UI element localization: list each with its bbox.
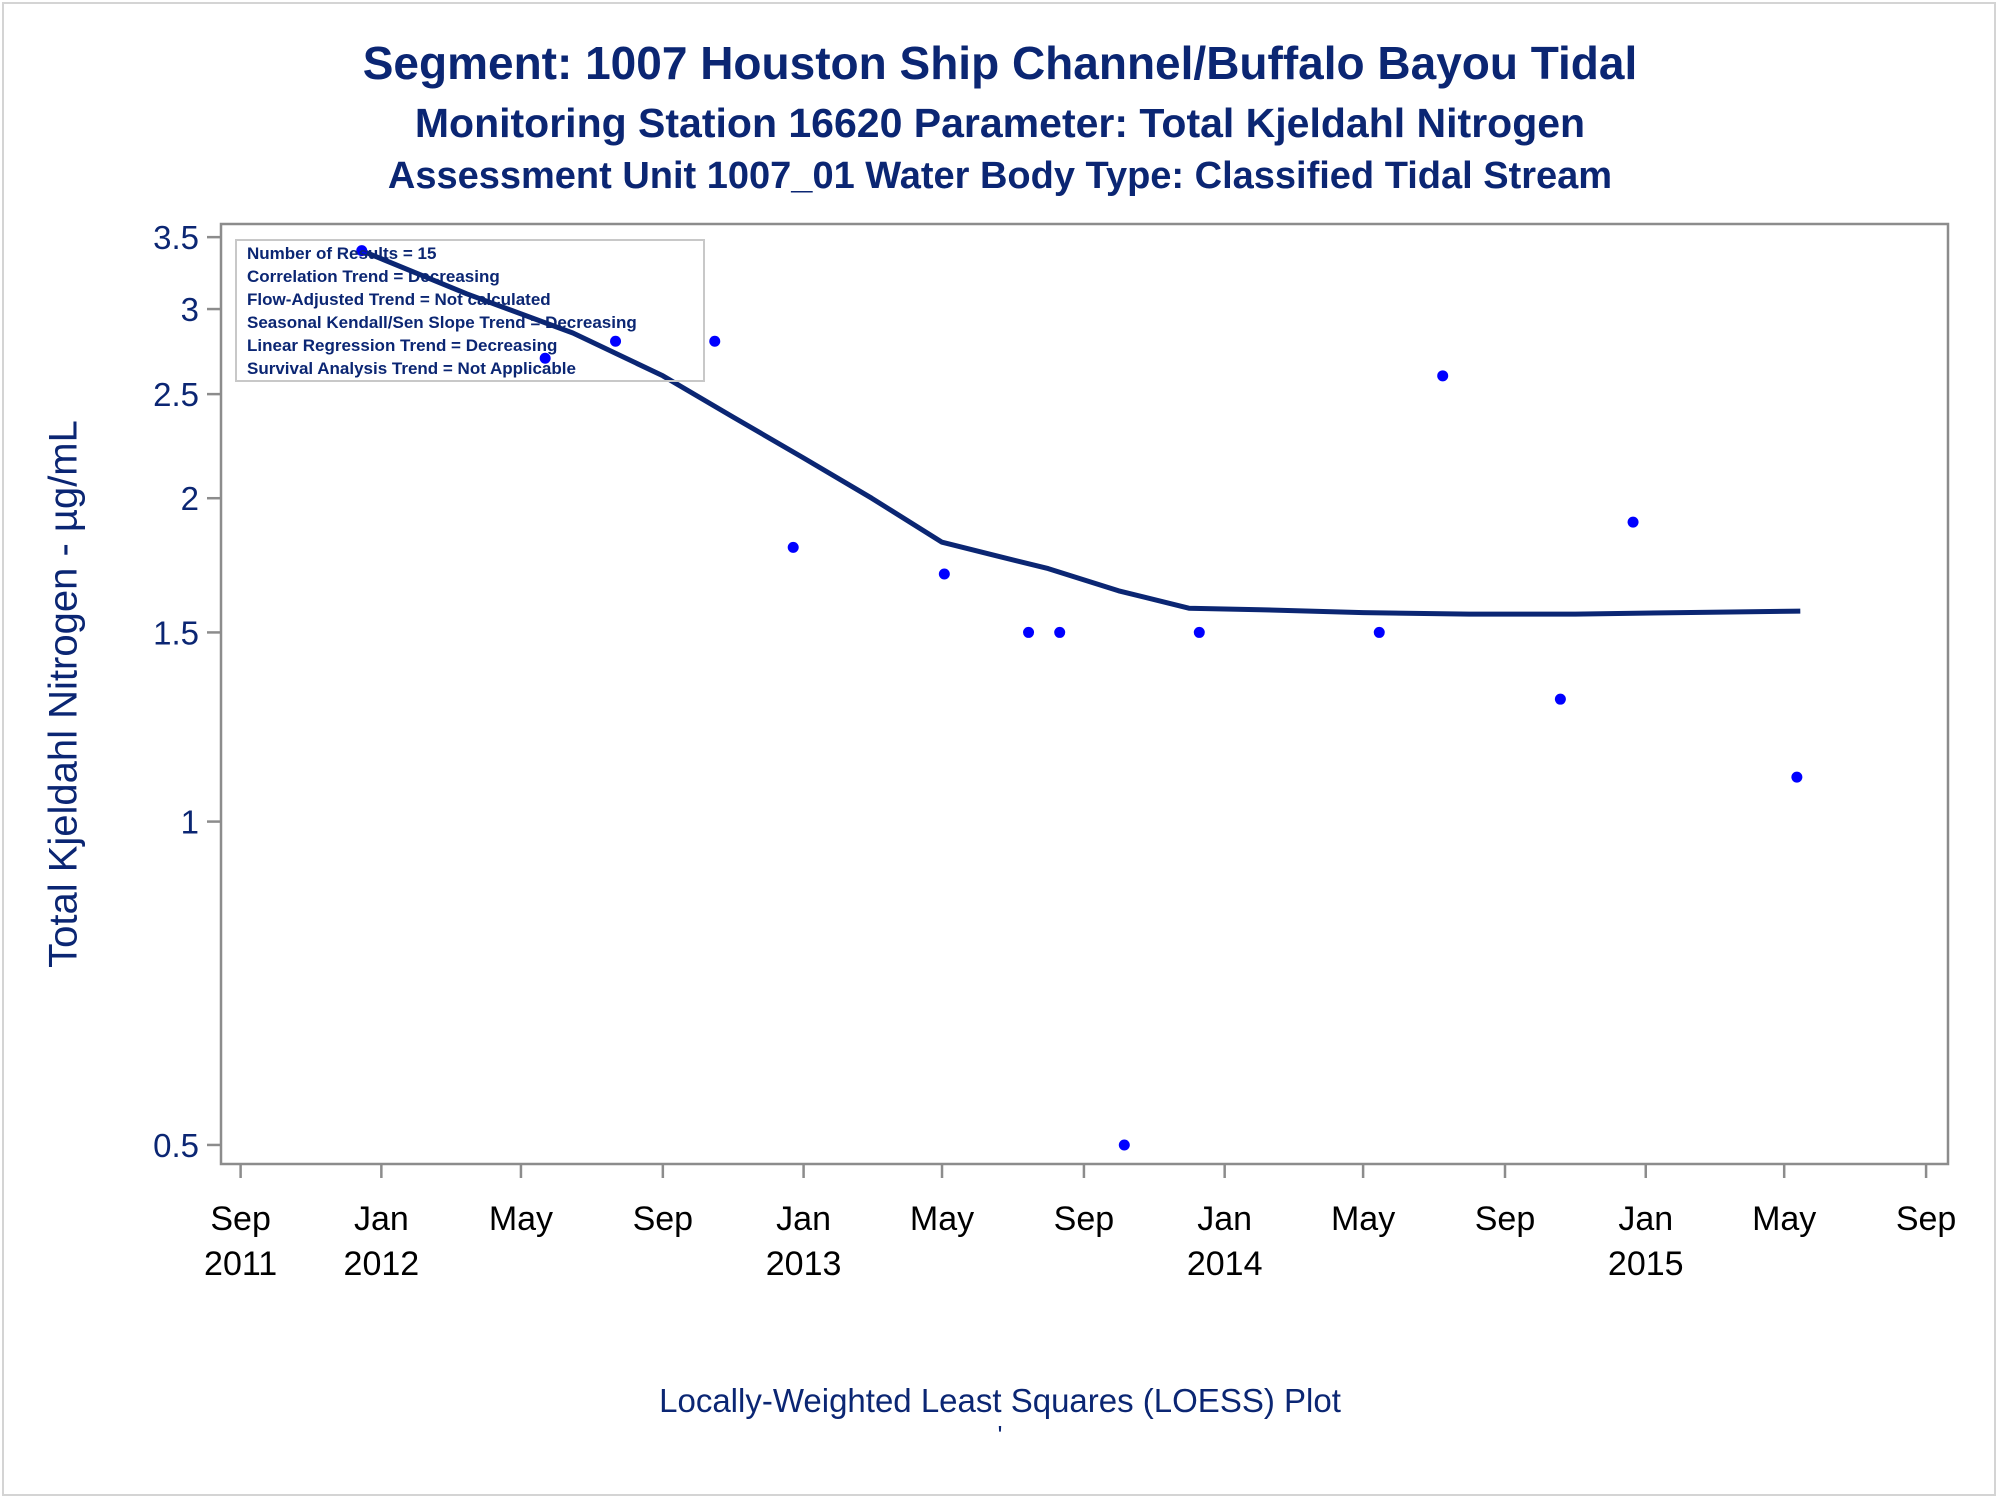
data-point bbox=[709, 335, 721, 347]
loess-line bbox=[360, 248, 1801, 617]
x-tick-label-month: Jan bbox=[1618, 1200, 1673, 1238]
x-axis: Sep 2011 Jan 2012 May Sep Jan 2013 May Sep Jan 2014… bbox=[204, 1164, 1956, 1283]
x-tick-label-month: Jan bbox=[1197, 1200, 1252, 1238]
x-tick-label-month: Sep bbox=[1475, 1200, 1536, 1238]
y-tick-label: 3 bbox=[181, 291, 199, 328]
inset-line: Linear Regression Trend = Decreasing bbox=[247, 336, 557, 355]
x-tick-label-year: 2011 bbox=[204, 1245, 277, 1283]
data-point bbox=[787, 541, 799, 553]
data-point bbox=[1054, 626, 1066, 638]
x-tick-label-year: 2014 bbox=[1187, 1245, 1263, 1283]
data-point bbox=[1023, 626, 1035, 638]
data-point bbox=[356, 245, 368, 257]
data-point bbox=[1193, 626, 1205, 638]
trend-inset: Number of Results = 15 Correlation Trend … bbox=[235, 239, 705, 382]
x-tick-label-month: May bbox=[1752, 1200, 1816, 1238]
y-tick-label: 3.5 bbox=[153, 219, 199, 256]
inset-line: Flow-Adjusted Trend = Not calculated bbox=[247, 290, 551, 309]
inset-line: Number of Results = 15 bbox=[247, 244, 436, 263]
x-tick-label-year: 2012 bbox=[344, 1245, 420, 1283]
footnote-mark: ' bbox=[997, 1420, 1003, 1450]
chart-subtitle-2: Assessment Unit 1007_01 Water Body Type:… bbox=[387, 155, 1613, 197]
y-tick-label: 1 bbox=[181, 804, 199, 841]
y-tick-label: 1.5 bbox=[153, 614, 199, 651]
y-tick-label: 2 bbox=[181, 480, 199, 517]
x-tick-label-month: Sep bbox=[1896, 1200, 1957, 1238]
x-tick-label-month: Sep bbox=[633, 1200, 694, 1238]
x-tick-label-month: May bbox=[1331, 1200, 1395, 1238]
points-layer bbox=[356, 245, 1803, 1151]
loess-layer bbox=[360, 248, 1801, 617]
data-point bbox=[1373, 626, 1385, 638]
data-point bbox=[1437, 370, 1449, 382]
x-tick-label-month: Jan bbox=[776, 1200, 831, 1238]
data-point bbox=[1118, 1139, 1130, 1151]
inset-box bbox=[235, 239, 705, 382]
x-tick-label-month: Sep bbox=[210, 1200, 271, 1238]
inset-line: Correlation Trend = Decreasing bbox=[247, 267, 500, 286]
inset-line: Survival Analysis Trend = Not Applicable bbox=[247, 359, 576, 378]
data-point bbox=[610, 335, 622, 347]
data-point bbox=[938, 568, 950, 580]
x-tick-label-month: May bbox=[910, 1200, 974, 1238]
x-tick-label-year: 2015 bbox=[1608, 1245, 1684, 1283]
footnote: Locally-Weighted Least Squares (LOESS) P… bbox=[659, 1382, 1341, 1419]
inset-line: Seasonal Kendall/Sen Slope Trend = Decre… bbox=[247, 313, 637, 332]
x-tick-label-month: Sep bbox=[1054, 1200, 1115, 1238]
y-axis: 0.5 1 1.5 2 2.5 3 3.5 bbox=[153, 219, 221, 1164]
data-point bbox=[1554, 693, 1566, 705]
y-tick-label: 2.5 bbox=[153, 376, 199, 413]
chart-title: Segment: 1007 Houston Ship Channel/Buffa… bbox=[362, 37, 1638, 89]
x-tick-label-month: Jan bbox=[354, 1200, 409, 1238]
x-tick-label-month: May bbox=[489, 1200, 553, 1238]
data-point bbox=[539, 352, 551, 364]
chart-subtitle: Monitoring Station 16620 Parameter: Tota… bbox=[414, 100, 1586, 146]
data-point bbox=[1791, 771, 1803, 783]
y-tick-label: 0.5 bbox=[153, 1127, 199, 1164]
data-point bbox=[1627, 516, 1639, 528]
x-tick-label-year: 2013 bbox=[766, 1245, 842, 1283]
